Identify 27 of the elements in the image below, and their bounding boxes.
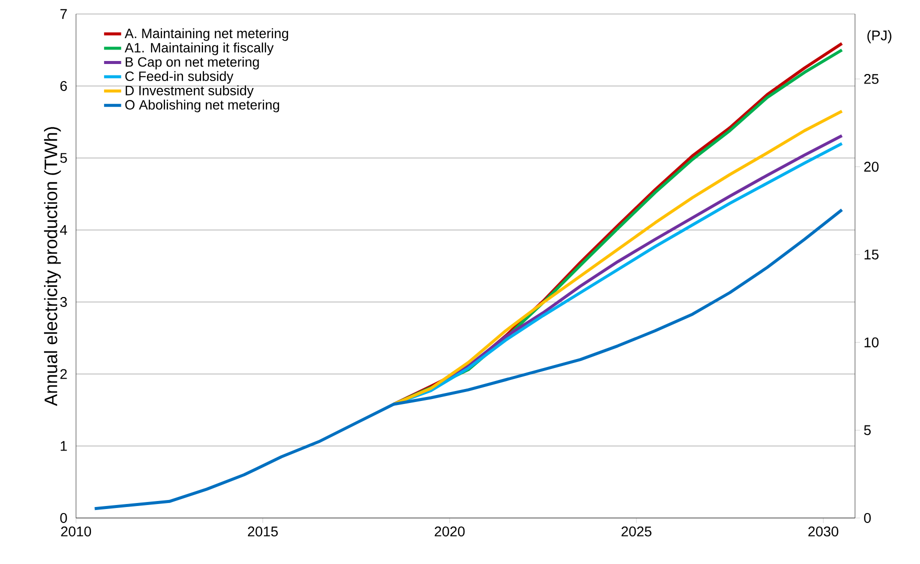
x-tick-label: 2030 bbox=[808, 526, 838, 536]
y-tick-label: 4 bbox=[60, 225, 68, 235]
legend-label: A1. Maintaining it fiscally bbox=[124, 42, 274, 56]
y-tick-label: 1 bbox=[60, 441, 67, 451]
legend-label: B Cap on net metering bbox=[126, 56, 259, 70]
legend-label: C Feed-in subsidy bbox=[125, 71, 234, 84]
y-tick-label: 3 bbox=[60, 297, 67, 307]
y2-tick-label: 0 bbox=[864, 513, 871, 523]
legend-label: A. Maintaining net metering bbox=[124, 28, 288, 41]
y2-tick-label: 20 bbox=[864, 162, 879, 172]
y2-axis-title: (PJ) bbox=[867, 30, 892, 44]
y-tick-label: 2 bbox=[60, 369, 67, 379]
y-tick-label: 0 bbox=[60, 513, 67, 523]
x-tick-label: 2020 bbox=[434, 526, 465, 536]
y-axis-title: Annual electricity production (TWh) bbox=[44, 127, 61, 406]
y2-tick-label: 5 bbox=[864, 425, 871, 436]
y2-tick-label: 10 bbox=[864, 337, 879, 348]
legend-label: D Investment subsidy bbox=[126, 85, 254, 98]
legend-label: O Abolishing net metering bbox=[125, 100, 280, 112]
x-tick-label: 2015 bbox=[248, 526, 278, 536]
y2-tick-label: 15 bbox=[864, 250, 879, 260]
y-tick-label: 5 bbox=[60, 153, 67, 163]
y-tick-label: 7 bbox=[60, 9, 67, 19]
y2-tick-label: 25 bbox=[864, 74, 879, 84]
x-tick-label: 2025 bbox=[622, 526, 652, 536]
y-tick-label: 6 bbox=[60, 81, 67, 91]
x-tick-label: 2010 bbox=[61, 526, 92, 536]
